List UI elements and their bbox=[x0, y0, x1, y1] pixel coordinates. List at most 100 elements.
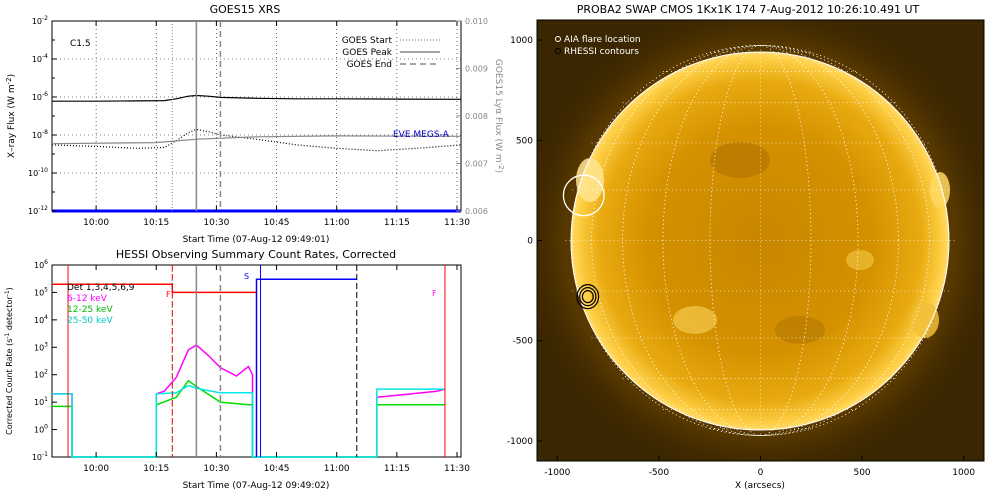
goes-x-tick-label: 10:30 bbox=[203, 218, 229, 228]
swap-dark-region bbox=[775, 316, 825, 344]
swap-ticks: -1000 -500 0 500 1000 1000 500 0 -500 -1000 bbox=[507, 36, 976, 478]
swap-limb bbox=[570, 51, 950, 431]
goes-series-line bbox=[51, 128, 462, 152]
goes-legend: GOES Start GOES Peak GOES End bbox=[342, 36, 440, 70]
hessi-y-tick-label: 10-1 bbox=[32, 451, 48, 462]
goes-y2-tick-label: 0.006 bbox=[465, 207, 488, 216]
swap-x-tick-label: -500 bbox=[649, 468, 670, 478]
hessi-y-tick-label: 105 bbox=[34, 286, 48, 297]
hessi-series-line bbox=[255, 278, 357, 457]
hessi-letter-s: S bbox=[244, 272, 249, 281]
hessi-legend: Det 1,3,4,5,6,9 6-12 keV 12-25 keV 25-50… bbox=[67, 283, 135, 326]
hessi-y-tick-label: 103 bbox=[34, 341, 48, 352]
swap-y-tick-label: 0 bbox=[527, 237, 533, 247]
goes-x-tick-label: 10:45 bbox=[264, 218, 290, 228]
hessi-y-tick-label: 104 bbox=[34, 314, 48, 325]
goes-x-tick-label: 11:00 bbox=[324, 218, 350, 228]
hessi-legend-25-50: 25-50 keV bbox=[67, 316, 113, 326]
rhessi-contour bbox=[576, 284, 600, 310]
swap-legend: AIA flare location RHESSI contours bbox=[555, 35, 641, 57]
goes-x-tick-label: 11:15 bbox=[384, 218, 410, 228]
goes-series-line bbox=[51, 135, 462, 145]
hessi-x-tick-label: 11:00 bbox=[324, 464, 350, 474]
goes-legend-start: GOES Start bbox=[342, 36, 393, 46]
goes-markers bbox=[171, 21, 222, 211]
swap-x-tick-label: -1000 bbox=[544, 468, 570, 478]
goes-xlabel: Start Time (07-Aug-12 09:49:01) bbox=[183, 235, 330, 245]
swap-bright-region bbox=[846, 250, 874, 270]
goes-legend-end: GOES End bbox=[347, 60, 392, 70]
goes-y2-tick-label: 0.010 bbox=[465, 17, 488, 26]
goes-y-tick-label: 10-6 bbox=[32, 91, 48, 102]
hessi-title: HESSI Observing Summary Count Rates, Cor… bbox=[116, 248, 396, 261]
swap-dark-region bbox=[710, 142, 770, 178]
goes-ylabel-sup: -2 bbox=[5, 77, 13, 84]
goes-y-tick-label: 10-4 bbox=[32, 53, 48, 64]
swap-legend-aia: AIA flare location bbox=[564, 35, 641, 45]
hessi-series-line bbox=[52, 384, 445, 458]
goes-ticks: 10:00 10:15 10:30 10:45 11:00 11:15 11:30 10-2 1… bbox=[28, 15, 488, 228]
rhessi-contours bbox=[576, 284, 600, 310]
hessi-series-line bbox=[52, 344, 446, 458]
hessi-y-tick-label: 102 bbox=[34, 369, 48, 380]
goes-plot-frame bbox=[51, 20, 462, 212]
goes-x-tick-label: 10:15 bbox=[143, 218, 169, 228]
swap-title: PROBA2 SWAP CMOS 1Kx1K 174 7-Aug-2012 10… bbox=[577, 3, 920, 16]
hessi-letter-f1: F bbox=[166, 290, 171, 299]
goes-y2-tick-label: 0.007 bbox=[465, 160, 488, 169]
swap-legend-rhessi: RHESSI contours bbox=[564, 47, 639, 57]
goes-eve-label: EVE MEGS-A bbox=[393, 130, 450, 140]
hessi-x-tick-label: 11:15 bbox=[384, 464, 410, 474]
swap-bright-region bbox=[673, 306, 717, 334]
hessi-x-tick-label: 10:30 bbox=[203, 464, 229, 474]
swap-bright-region bbox=[576, 158, 604, 202]
hessi-x-tick-label: 10:00 bbox=[83, 464, 109, 474]
goes-ylabel: X–ray Flux (W m-2) bbox=[5, 74, 17, 158]
hessi-letter-f2: F bbox=[432, 289, 437, 298]
swap-x-tick-label: 500 bbox=[853, 468, 870, 478]
goes-chart: GOES15 XRS 10:00 10:15 10:30 10:45 11:00 11:1… bbox=[5, 3, 505, 245]
swap-x-tick-label: 0 bbox=[758, 468, 764, 478]
goes-x-tick-label: 11:30 bbox=[444, 218, 470, 228]
hessi-chart: HESSI Observing Summary Count Rates, Cor… bbox=[4, 248, 470, 491]
goes-ylabel-right: GOES15 Lyα Flux (W m-2) bbox=[493, 59, 505, 173]
swap-image-panel: PROBA2 SWAP CMOS 1Kx1K 174 7-Aug-2012 10… bbox=[507, 3, 985, 491]
hessi-markers bbox=[67, 265, 446, 457]
goes-series-line bbox=[52, 94, 462, 102]
swap-solar-disk bbox=[571, 52, 949, 430]
goes-y-tick-label: 10-12 bbox=[28, 205, 48, 216]
goes-x-tick-label: 10:00 bbox=[83, 218, 109, 228]
goes-y-tick-label: 10-10 bbox=[28, 167, 48, 178]
swap-y-tick-label: -1000 bbox=[507, 437, 533, 447]
swap-active-regions bbox=[576, 142, 950, 344]
goes-class-label: C1.5 bbox=[70, 39, 91, 49]
swap-legend-rhessi-symbol bbox=[555, 48, 561, 54]
longitude-line bbox=[662, 45, 859, 436]
longitude-line bbox=[709, 45, 812, 436]
goes-y2-tick-label: 0.008 bbox=[465, 112, 488, 121]
hessi-x-tick-label: 10:15 bbox=[143, 464, 169, 474]
hessi-legend-det: Det 1,3,4,5,6,9 bbox=[67, 283, 135, 293]
hessi-legend-12-25: 12-25 keV bbox=[67, 305, 113, 315]
longitude-line bbox=[591, 45, 930, 436]
hessi-legend-6-12: 6-12 keV bbox=[67, 294, 108, 304]
hessi-y-tick-label: 101 bbox=[34, 396, 48, 407]
hessi-ticks: 10:00 10:15 10:30 10:45 11:00 11:15 11:30 106 10… bbox=[32, 259, 470, 474]
goes-legend-peak: GOES Peak bbox=[342, 48, 392, 58]
hessi-y-tick-label: 106 bbox=[34, 259, 48, 270]
swap-y-tick-label: 500 bbox=[516, 136, 533, 146]
swap-bright-region bbox=[911, 302, 939, 338]
rhessi-contour bbox=[581, 290, 594, 304]
goes-title: GOES15 XRS bbox=[210, 3, 281, 16]
aia-flare-location bbox=[562, 174, 605, 217]
swap-y-tick-label: 1000 bbox=[510, 36, 533, 46]
swap-x-tick-label: 1000 bbox=[952, 468, 975, 478]
swap-xlabel: X (arcsecs) bbox=[735, 481, 785, 491]
swap-heliographic-grid bbox=[565, 45, 956, 436]
hessi-x-tick-label: 10:45 bbox=[264, 464, 290, 474]
swap-y-tick-label: -500 bbox=[513, 337, 534, 347]
hessi-x-tick-label: 11:30 bbox=[444, 464, 470, 474]
goes-y2-tick-label: 0.009 bbox=[465, 65, 488, 74]
hessi-y-tick-label: 100 bbox=[34, 424, 48, 435]
